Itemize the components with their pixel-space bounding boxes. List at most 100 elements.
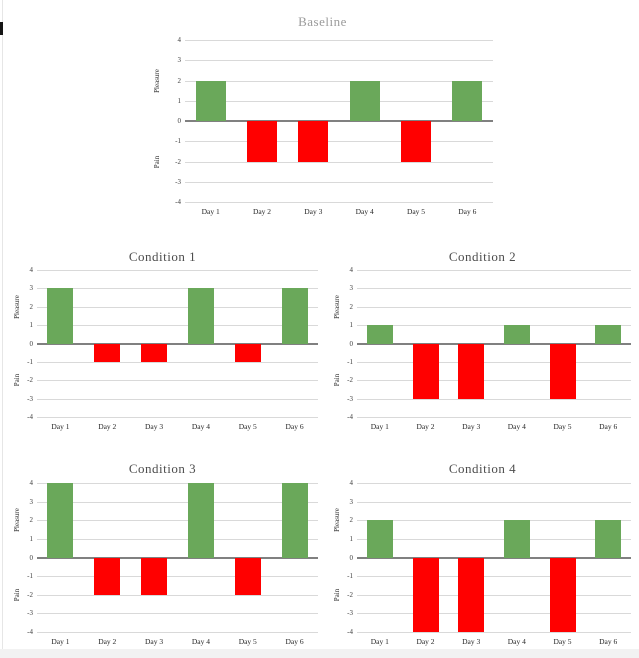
x-tick-label: Day 3 (145, 422, 164, 431)
x-tick-label: Day 4 (507, 422, 526, 431)
plot-area (37, 483, 318, 633)
chart-title: Condition 1 (128, 249, 197, 264)
x-tick-label: Day 3 (462, 637, 481, 646)
gridline (357, 361, 631, 363)
gridline (357, 288, 631, 290)
bar-day-5 (401, 121, 431, 162)
y-tick-label: -3 (175, 177, 181, 186)
x-tick-label: Day 6 (285, 422, 304, 431)
chart-title: Baseline (298, 14, 347, 29)
bar-day-3 (458, 557, 485, 632)
bar-day-2 (94, 343, 121, 362)
y-tick-label: 1 (29, 534, 34, 543)
plot-area (357, 270, 631, 418)
gridline (185, 161, 493, 163)
y-tick-label: -3 (347, 394, 353, 403)
y-tick-label: -4 (27, 413, 33, 421)
x-tick-label: Day 6 (458, 207, 477, 216)
gridline (357, 501, 631, 503)
y-tick-label: -3 (347, 609, 353, 618)
y-tick-label: 1 (349, 534, 354, 543)
bar-day-2 (247, 121, 277, 162)
bar-day-5 (549, 557, 576, 632)
gridline (185, 181, 493, 183)
y-tick-label: -2 (347, 590, 353, 599)
bar-day-5 (549, 343, 576, 399)
gridline (37, 594, 318, 596)
gridline (37, 398, 318, 400)
gridline (37, 632, 318, 633)
plot-area (357, 483, 631, 633)
bar-day-4 (187, 483, 214, 558)
y-tick-label: 2 (349, 302, 354, 311)
y-tick-label: -3 (27, 394, 33, 403)
gridline (357, 576, 631, 578)
x-tick-label: Day 3 (304, 207, 323, 216)
gridline (357, 270, 631, 271)
bar-day-1 (366, 520, 393, 558)
bar-day-4 (187, 288, 214, 344)
gridline (37, 538, 318, 540)
gridline (37, 501, 318, 503)
gridline (357, 632, 631, 633)
x-tick-label: Day 5 (406, 207, 426, 216)
y-tick-label: 2 (29, 516, 34, 525)
y-tick-label: -1 (27, 357, 33, 366)
plot-area (37, 270, 318, 418)
y-tick-label: 3 (29, 497, 34, 506)
gridline (357, 594, 631, 596)
y-tick-label: -4 (27, 628, 33, 636)
x-tick-label: Day 6 (599, 637, 618, 646)
y-tick-label: 2 (177, 76, 182, 85)
y-tick-label: 4 (177, 36, 182, 44)
x-tick-label: Day 2 (416, 637, 435, 646)
gridline (37, 306, 318, 308)
bar-day-3 (458, 343, 485, 399)
chart-title: Condition 3 (128, 461, 197, 476)
x-tick-label: Day 3 (145, 637, 164, 646)
y-tick-label: -2 (175, 157, 181, 166)
y-tick-label: -1 (347, 572, 353, 581)
x-tick-label: Day 5 (238, 422, 257, 431)
bar-day-6 (452, 80, 483, 121)
x-axis-zero-line (357, 342, 631, 345)
gridline (357, 520, 631, 522)
chart-condition-4: Condition 4 Pleasure Pain 4 3 2 1 0 -1 -2 -3 -4 D… (325, 455, 639, 657)
y-tick-label: -2 (27, 590, 33, 599)
gridline (37, 288, 318, 290)
bar-day-2 (412, 557, 439, 632)
chart-baseline: Baseline Pleasure Pain 4 3 2 1 0 -1 -2 -3 -4 Day … (150, 8, 495, 224)
x-axis-zero-line (357, 556, 631, 559)
bar-day-6 (595, 520, 622, 558)
gridline (357, 417, 631, 418)
bar-day-3 (141, 343, 168, 362)
y-tick-label: -1 (347, 357, 353, 366)
bar-day-1 (47, 288, 74, 344)
x-tick-label: Day 1 (51, 422, 70, 431)
y-tick-label: 4 (349, 266, 354, 274)
gridline (37, 325, 318, 327)
bar-day-6 (281, 288, 308, 344)
gridline (185, 202, 493, 203)
gridline (37, 520, 318, 522)
y-tick-label: -2 (27, 376, 33, 385)
x-tick-label: Day 1 (370, 422, 389, 431)
gridline (37, 576, 318, 578)
x-tick-label: Day 2 (98, 637, 117, 646)
x-axis-zero-line (37, 556, 318, 559)
chart-title: Condition 4 (448, 461, 517, 476)
x-tick-label: Day 5 (553, 422, 572, 431)
gridline (37, 380, 318, 382)
chart-condition-1: Condition 1 Pleasure Pain 4 3 2 1 0 -1 -2 -3 -4 D… (5, 243, 320, 445)
gridline (357, 380, 631, 382)
bar-day-4 (349, 80, 380, 121)
x-tick-label: Day 5 (553, 637, 572, 646)
bar-day-4 (503, 325, 530, 344)
y-tick-label: 3 (349, 497, 354, 506)
bar-day-5 (234, 557, 261, 595)
gridline (185, 40, 493, 41)
bar-day-1 (47, 483, 74, 558)
plot-area (185, 40, 493, 203)
gridline (357, 613, 631, 615)
gridline (185, 100, 493, 102)
